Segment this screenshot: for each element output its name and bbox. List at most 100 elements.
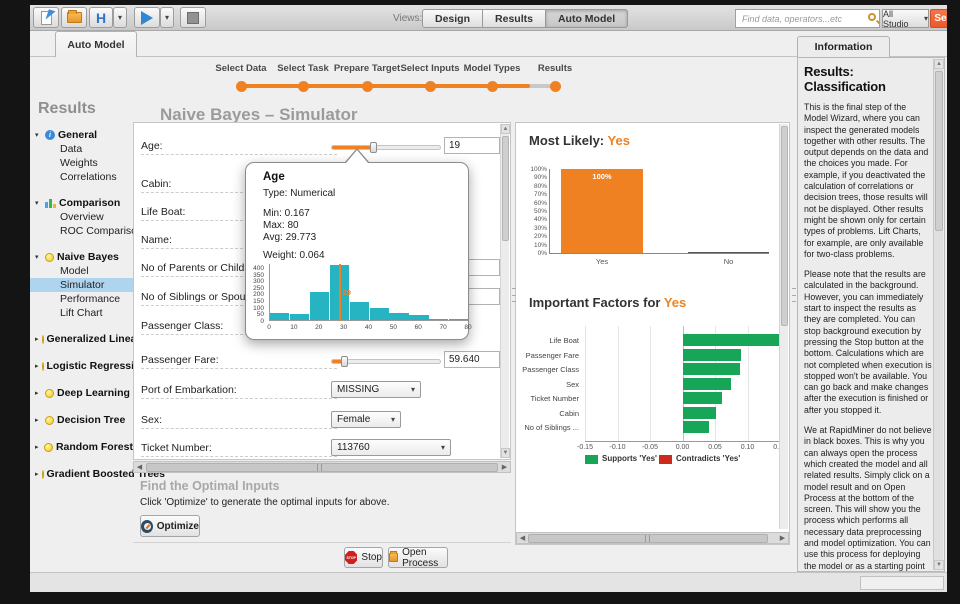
scroll-right-icon[interactable]: ▶ xyxy=(501,464,508,471)
panel-resize-handle[interactable] xyxy=(792,288,796,302)
dropdown-ticket-number[interactable]: 113760 ▾ xyxy=(331,439,451,456)
scroll-down-icon[interactable]: ▼ xyxy=(501,448,510,458)
results-sidebar: Results ▾ i General Data Weights Correlations… xyxy=(30,100,174,570)
sidebar-group-header[interactable]: ▾ Naive Bayes xyxy=(30,250,133,264)
wizard-step-dot[interactable] xyxy=(361,81,373,92)
sidebar-item-simulator[interactable]: Simulator xyxy=(30,278,133,292)
sidebar-item-data[interactable]: Data xyxy=(60,143,83,155)
chevron-expanded-icon[interactable]: ▾ xyxy=(35,200,39,207)
dropdown-sex[interactable]: Female ▾ xyxy=(331,411,401,428)
open-button[interactable] xyxy=(61,7,87,28)
chart-horizontal-scrollbar[interactable]: ◀ ▶ xyxy=(516,532,789,544)
sidebar-item-correlations[interactable]: Correlations xyxy=(60,171,117,183)
global-search xyxy=(735,9,880,28)
form-horizontal-scrollbar[interactable]: ◀ ▶ xyxy=(133,461,511,473)
sidebar-item-overview[interactable]: Overview xyxy=(60,211,104,223)
scroll-right-icon[interactable]: ▶ xyxy=(779,535,786,542)
scroll-up-icon[interactable]: ▲ xyxy=(934,59,944,69)
sidebar-group-decision-tree: ▸ Decision Tree xyxy=(30,413,133,427)
sidebar-group-comparison: ▾ Comparison Overview ROC Comparison xyxy=(30,196,143,238)
run-dropdown-button[interactable]: ▾ xyxy=(160,7,174,28)
view-tab-results[interactable]: Results xyxy=(483,9,546,28)
factor-bar-ticket-number xyxy=(682,392,723,404)
chevron-expanded-icon[interactable]: ▾ xyxy=(35,254,39,261)
gridline xyxy=(617,326,619,441)
wizard-step-dot[interactable] xyxy=(297,81,309,92)
factor-bar-passenger-fare xyxy=(682,348,741,361)
chevron-expanded-icon[interactable]: ▾ xyxy=(35,132,39,139)
chevron-collapsed-icon[interactable]: ▸ xyxy=(35,363,39,370)
slider-passenger-fare[interactable] xyxy=(331,356,441,367)
chevron-collapsed-icon[interactable]: ▸ xyxy=(35,471,39,478)
x-tick-label: 80 xyxy=(464,324,472,331)
scrollbar-thumb[interactable] xyxy=(146,463,498,472)
wizard-step-dot[interactable] xyxy=(235,81,247,92)
tab-information[interactable]: Information xyxy=(797,36,890,57)
sidebar-group-header[interactable]: ▸ Logistic Regression xyxy=(30,359,147,373)
sidebar-group-label: Naive Bayes xyxy=(57,251,119,263)
sidebar-group-header[interactable]: ▸ Decision Tree xyxy=(30,413,133,427)
sidebar-group-header[interactable]: ▸ Gradient Boosted Trees xyxy=(30,467,165,481)
value-input-passenger-fare[interactable] xyxy=(444,351,500,368)
y-tick-label: 20% xyxy=(533,233,547,241)
dropdown-value: MISSING xyxy=(337,384,380,395)
chart-vertical-scrollbar[interactable] xyxy=(779,124,788,529)
slider-age[interactable] xyxy=(331,142,441,153)
chevron-collapsed-icon[interactable]: ▸ xyxy=(35,417,39,424)
scroll-left-icon[interactable]: ◀ xyxy=(519,535,526,542)
save-dropdown-button[interactable]: ▾ xyxy=(113,7,127,28)
scroll-up-icon[interactable]: ▲ xyxy=(501,124,510,134)
wizard-step-dot[interactable] xyxy=(549,81,561,92)
search-input[interactable] xyxy=(740,11,858,26)
scrollbar-thumb[interactable] xyxy=(781,126,788,326)
optimize-button[interactable]: Optimize xyxy=(140,515,200,537)
value-input-age[interactable] xyxy=(444,137,500,154)
sidebar-item-roc-comparison[interactable]: ROC Comparison xyxy=(60,225,143,237)
panel-resize-handle[interactable] xyxy=(511,288,516,302)
status-bar xyxy=(30,572,947,592)
open-process-button[interactable]: Open Process xyxy=(388,547,448,569)
new-process-button[interactable] xyxy=(33,7,59,28)
info-vertical-scrollbar[interactable]: ▲ ▼ xyxy=(933,59,944,570)
sidebar-item-model[interactable]: Model xyxy=(60,265,89,277)
sidebar-group-header[interactable]: ▸ Generalized Linear Model xyxy=(30,332,174,346)
scrollbar-thumb[interactable] xyxy=(502,136,509,241)
dropdown-port-of-embarkation[interactable]: MISSING ▾ xyxy=(331,381,421,398)
search-button[interactable]: Search xyxy=(930,9,947,28)
sidebar-item-performance[interactable]: Performance xyxy=(60,293,121,305)
field-label: Life Boat: xyxy=(141,206,337,221)
form-vertical-scrollbar[interactable]: ▲ ▼ xyxy=(500,124,510,458)
run-button[interactable] xyxy=(134,7,160,28)
x-tick-label: 20 xyxy=(315,324,323,331)
sidebar-group-header[interactable]: ▸ Deep Learning xyxy=(30,386,133,400)
search-scope-dropdown[interactable]: All Studio ▾ xyxy=(882,9,929,29)
chevron-collapsed-icon[interactable]: ▸ xyxy=(35,390,39,397)
wizard-step-dot[interactable] xyxy=(424,81,436,92)
slider-thumb[interactable] xyxy=(341,356,348,367)
sidebar-item-lift-chart[interactable]: Lift Chart xyxy=(60,307,103,319)
sidebar-group-header[interactable]: ▾ i General xyxy=(30,128,133,142)
stop-button[interactable]: STOP Stop xyxy=(344,547,383,568)
form-row-sex: Sex: Female ▾ xyxy=(134,411,510,434)
view-tab-design[interactable]: Design xyxy=(422,9,484,28)
chevron-collapsed-icon[interactable]: ▸ xyxy=(35,444,39,451)
sidebar-title: Results xyxy=(38,100,96,117)
stop-execution-button[interactable] xyxy=(180,7,206,28)
chevron-collapsed-icon[interactable]: ▸ xyxy=(35,336,39,343)
dropdown-value: 113760 xyxy=(337,442,370,453)
average-marker-label: 29 xyxy=(342,288,351,297)
sidebar-item-weights[interactable]: Weights xyxy=(60,157,98,169)
save-button[interactable]: H xyxy=(89,7,113,28)
sidebar-group-header[interactable]: ▾ Comparison xyxy=(30,196,133,210)
slider-thumb[interactable] xyxy=(370,142,377,153)
form-row-age: Age: xyxy=(134,137,510,160)
scroll-down-icon[interactable]: ▼ xyxy=(934,560,944,570)
scrollbar-thumb[interactable] xyxy=(528,534,768,543)
y-tick-label: 40% xyxy=(533,216,547,224)
scroll-left-icon[interactable]: ◀ xyxy=(136,464,143,471)
tab-auto-model[interactable]: Auto Model xyxy=(55,31,137,57)
wizard-step-dot[interactable] xyxy=(486,81,498,92)
sidebar-group-header[interactable]: ▸ Random Forest xyxy=(30,440,133,454)
view-tab-auto-model[interactable]: Auto Model xyxy=(545,9,629,28)
scrollbar-thumb[interactable] xyxy=(935,71,943,231)
